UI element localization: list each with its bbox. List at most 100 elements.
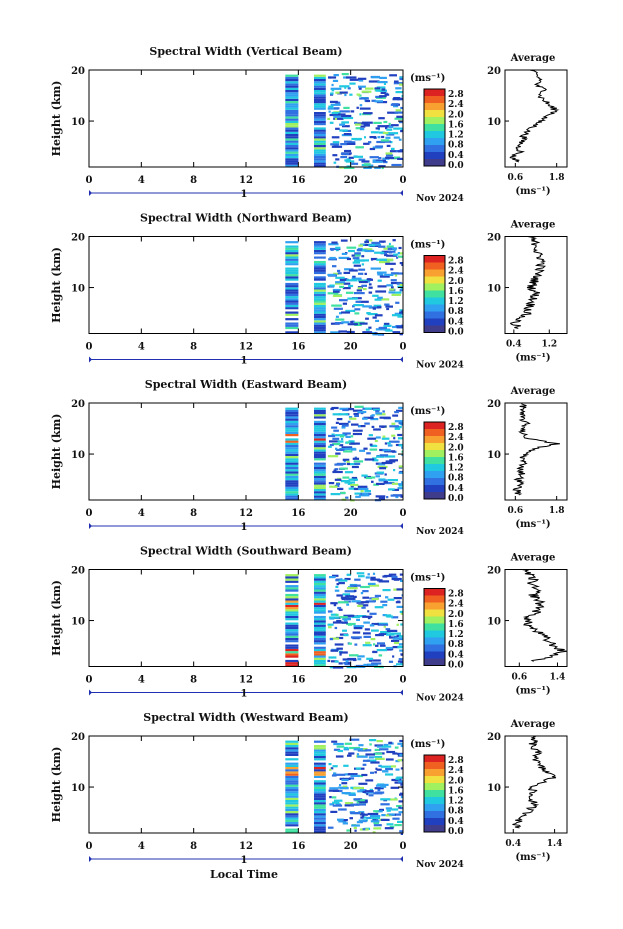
heatmap-cell (339, 653, 342, 656)
heatmap-cell (285, 629, 299, 632)
heatmap-cell (359, 494, 370, 497)
heatmap-cell (375, 757, 385, 760)
colorbar-swatch (424, 262, 445, 270)
heatmap-cell (365, 753, 375, 756)
day-line-left-cap (89, 356, 92, 363)
x-axis-label: Local Time (210, 868, 278, 881)
heatmap-cell (388, 291, 395, 294)
heatmap-cell (285, 626, 299, 630)
heatmap-cell (362, 417, 368, 420)
heatmap-cell (368, 326, 372, 329)
colorbar-swatch (424, 124, 445, 132)
colorbar-swatch (424, 637, 445, 645)
heatmap-cell (332, 141, 340, 144)
heatmap-cell (389, 459, 398, 462)
heatmap-cell (285, 260, 299, 264)
heatmap-cell (386, 629, 398, 632)
colorbar-tick-label: 0.8 (448, 640, 464, 650)
heatmap-cell (285, 637, 299, 641)
heatmap-cell (332, 801, 340, 804)
heatmap-cell (370, 418, 379, 421)
heatmap-cell (339, 651, 348, 654)
heatmap-cell (378, 479, 388, 482)
x-tick-label: 0 (86, 675, 93, 686)
heatmap-cell (367, 663, 378, 666)
heatmap-cell (344, 802, 354, 805)
heatmap-cell (339, 129, 348, 132)
colorbar-tick-label: 2.4 (448, 766, 464, 776)
heatmap-cell (398, 465, 403, 468)
heatmap-cell (351, 423, 359, 426)
heatmap-cell (349, 738, 360, 741)
heatmap-cell (353, 321, 365, 324)
heatmap-cell (335, 127, 340, 130)
heatmap-cell (365, 576, 370, 579)
heatmap-cell (332, 574, 339, 577)
heatmap-cell (314, 491, 326, 494)
heatmap-cell (335, 246, 341, 249)
heatmap-cell (400, 783, 403, 786)
heatmap-cell (394, 274, 398, 277)
heatmap-cell (314, 624, 326, 627)
heatmap-cell (400, 661, 403, 664)
heatmap-cell (285, 85, 299, 88)
heatmap-cell (314, 300, 326, 303)
heatmap-cell (333, 117, 344, 120)
heatmap-cell (375, 89, 387, 92)
heatmap-cell (314, 456, 326, 459)
heatmap-cell (387, 111, 398, 114)
day-marker: 1 (241, 356, 248, 367)
heatmap-cell (400, 130, 403, 133)
heatmap-cell (331, 796, 337, 799)
heatmap-cell (368, 756, 374, 759)
heatmap-cell (314, 449, 326, 452)
average-unit: (ms⁻¹) (515, 852, 550, 863)
heatmap-cell (285, 489, 299, 492)
heatmap-cell (339, 435, 345, 438)
heatmap-cell (314, 289, 326, 292)
heatmap-cell (378, 497, 385, 500)
heatmap-cell (314, 431, 326, 434)
heatmap-cell (368, 434, 373, 437)
heatmap-cell (394, 117, 403, 120)
heatmap-cell (314, 105, 326, 108)
heatmap-cell (377, 306, 382, 309)
heatmap-cell (335, 318, 345, 321)
heatmap-cell (285, 291, 299, 294)
heatmap-cell (399, 311, 403, 314)
heatmap-cell (393, 248, 397, 251)
heatmap-cell (400, 653, 403, 656)
heatmap-cell (365, 99, 371, 103)
colorbar-swatch (424, 588, 445, 596)
heatmap-cell (285, 473, 299, 476)
heatmap-cell (340, 578, 343, 581)
heatmap-cell (314, 773, 326, 776)
heatmap-cell (285, 416, 299, 419)
colorbar-swatch (424, 103, 445, 111)
heatmap-cell (285, 655, 299, 658)
heatmap-cell (330, 143, 340, 146)
y-tick-label: 20 (71, 566, 85, 577)
heatmap-cell (377, 273, 384, 276)
heatmap-cell (363, 447, 368, 450)
heatmap-cell (285, 767, 299, 770)
heatmap-cell (333, 161, 337, 164)
heatmap-cell (353, 487, 362, 491)
heatmap-cell (377, 789, 381, 792)
heatmap-cell (389, 74, 397, 77)
heatmap-cell (397, 437, 403, 440)
heatmap-cell (342, 408, 349, 412)
heatmap-cell (401, 94, 403, 98)
heatmap-cell (342, 125, 350, 128)
heatmap-cell (350, 110, 355, 113)
heatmap-cell (330, 649, 339, 652)
heatmap-cell (314, 423, 326, 426)
heatmap-cell (356, 618, 360, 621)
avg-x-tick-label: 0.6 (507, 506, 523, 516)
plot-frame (88, 69, 404, 168)
heatmap-cell (352, 631, 361, 634)
heatmap-cell (285, 129, 299, 132)
avg-x-tick-label: 1.4 (550, 673, 566, 683)
heatmap-cell (368, 283, 372, 286)
heatmap-cell (344, 86, 347, 89)
